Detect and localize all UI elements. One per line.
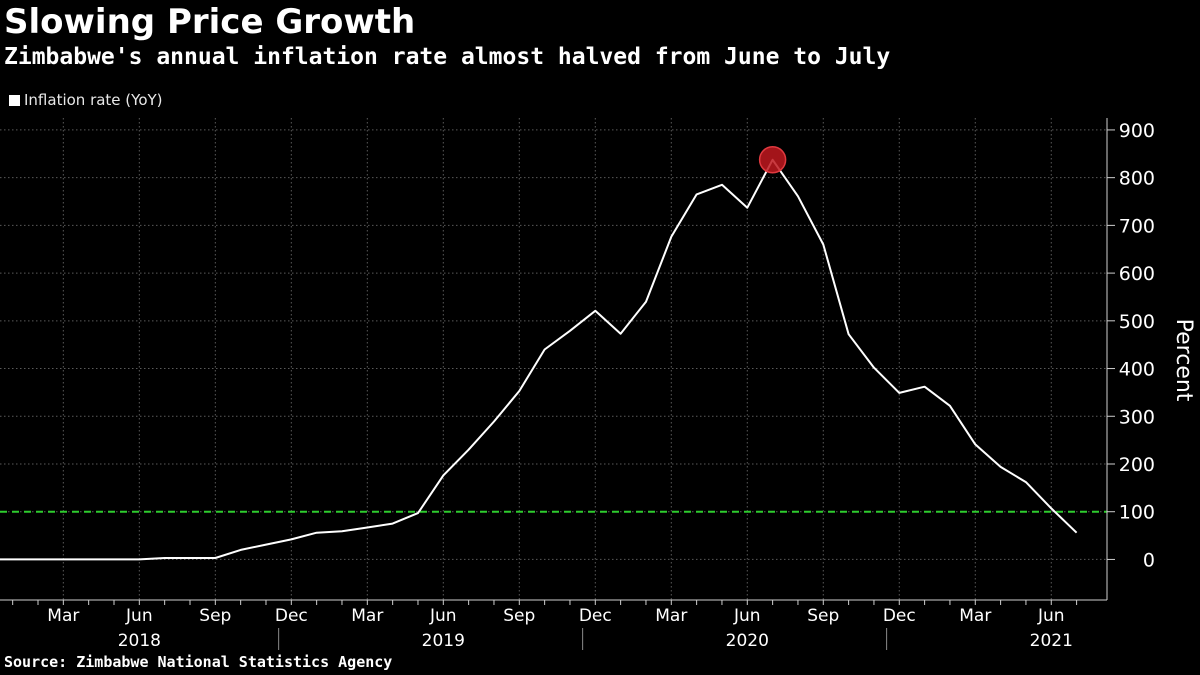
x-year-label: 2018: [118, 631, 161, 651]
y-tick-label: 500: [1119, 311, 1155, 333]
x-tick-label: Dec: [275, 606, 308, 626]
x-year-label: 2019: [422, 631, 465, 651]
legend: Inflation rate (YoY): [9, 91, 163, 109]
x-year-label: 2021: [1030, 631, 1073, 651]
y-tick-label: 100: [1119, 502, 1155, 524]
y-tick-label: 800: [1119, 168, 1155, 190]
legend-label: Inflation rate (YoY): [24, 91, 163, 109]
y-tick-label: 900: [1119, 120, 1155, 142]
x-tick-label: Sep: [807, 606, 839, 626]
x-tick-label: Jun: [429, 606, 457, 626]
inflation-series-line: [0, 158, 1078, 561]
chart-subtitle: Zimbabwe's annual inflation rate almost …: [4, 44, 891, 70]
x-tick-label: Dec: [579, 606, 612, 626]
x-tick-label: Mar: [959, 606, 991, 626]
y-axis-label: Percent: [1171, 319, 1196, 402]
y-tick-label: 300: [1119, 406, 1155, 428]
x-tick-label: Jun: [1037, 606, 1065, 626]
y-tick-label: 700: [1119, 215, 1155, 237]
legend-swatch: [9, 95, 20, 106]
x-tick-label: Mar: [351, 606, 383, 626]
x-tick-label: Mar: [47, 606, 79, 626]
y-tick-label: 0: [1143, 549, 1155, 571]
x-tick-label: Mar: [655, 606, 687, 626]
y-tick-label: 400: [1119, 359, 1155, 381]
x-year-label: 2020: [726, 631, 769, 651]
x-tick-label: Sep: [199, 606, 231, 626]
x-tick-label: Sep: [503, 606, 535, 626]
peak-highlight-marker: [758, 146, 787, 174]
chart-title: Slowing Price Growth: [4, 2, 416, 42]
x-tick-label: Dec: [883, 606, 916, 626]
x-tick-label: Jun: [733, 606, 761, 626]
source-note: Source: Zimbabwe National Statistics Age…: [4, 653, 393, 671]
y-tick-label: 600: [1119, 263, 1155, 285]
x-tick-label: Jun: [125, 606, 153, 626]
y-tick-label: 200: [1119, 454, 1155, 476]
